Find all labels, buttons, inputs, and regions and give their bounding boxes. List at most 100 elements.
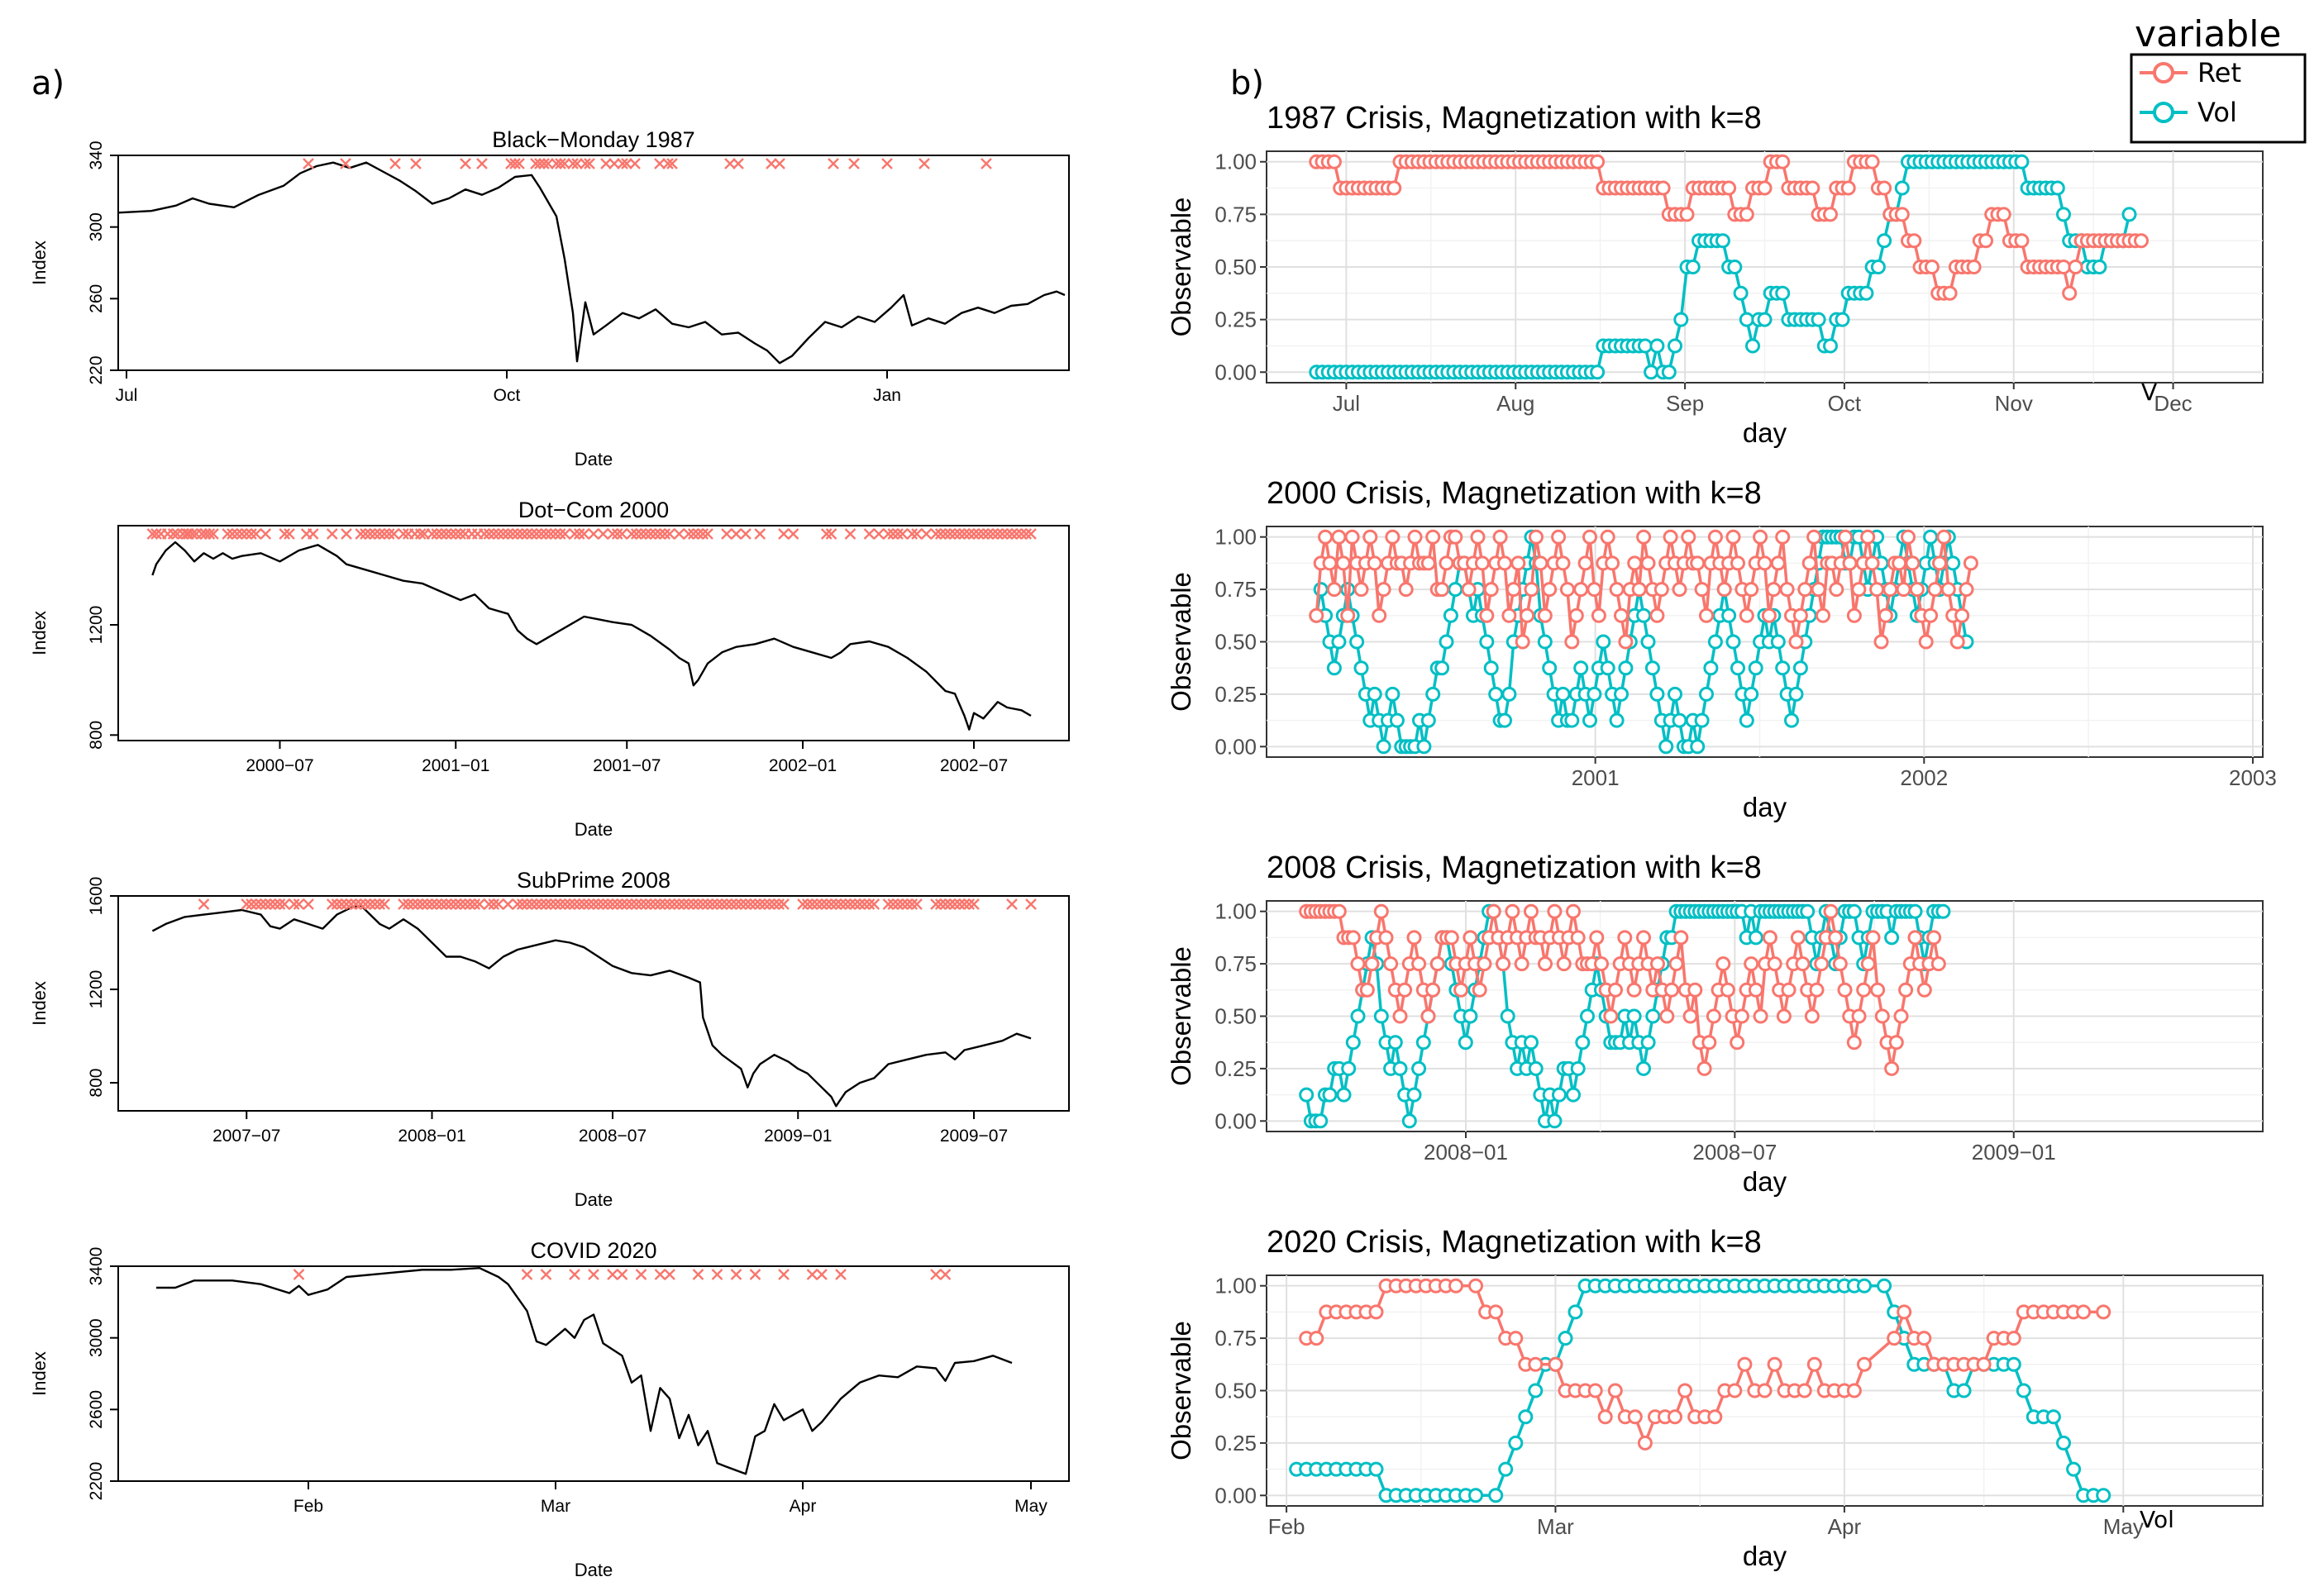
crossing-marker xyxy=(844,528,857,540)
vol-point xyxy=(1685,260,1701,274)
vol-point xyxy=(1668,686,1682,702)
crossing-marker xyxy=(839,898,852,910)
ret-point xyxy=(1472,982,1487,998)
vol-point xyxy=(1945,555,1961,571)
ret-point xyxy=(1781,982,1797,998)
crossing-marker xyxy=(421,898,433,910)
vol-point xyxy=(1935,903,1951,919)
vol-point xyxy=(1846,903,1862,919)
ret-point xyxy=(1605,555,1620,571)
vol-point xyxy=(1488,1488,1504,1503)
crossing-marker xyxy=(683,898,694,910)
crossing-marker xyxy=(350,898,362,910)
crossing-marker xyxy=(953,528,966,540)
y-tick-label: 0.25 xyxy=(1214,682,1257,707)
crossing-marker xyxy=(963,898,976,910)
ret-point xyxy=(1809,982,1825,998)
crossing-marker xyxy=(303,158,314,169)
x-tick-label: Oct xyxy=(494,386,521,405)
crossing-marker xyxy=(778,898,790,910)
crossing-marker xyxy=(535,528,547,540)
ret-point xyxy=(1597,1409,1613,1425)
crossing-marker xyxy=(735,898,747,910)
ret-point xyxy=(1907,930,1923,946)
vol-point xyxy=(1425,686,1441,702)
crossing-marker xyxy=(617,158,628,169)
crossing-marker xyxy=(811,898,823,910)
vol-point xyxy=(1353,660,1369,676)
crossing-marker xyxy=(645,898,656,910)
crossing-marker xyxy=(198,898,210,910)
vol-point xyxy=(1497,712,1512,728)
crossing-marker xyxy=(958,898,971,910)
crossing-marker xyxy=(939,898,952,910)
crossing-marker xyxy=(241,528,253,540)
ret-point xyxy=(1609,582,1625,598)
vol-point xyxy=(2049,180,2065,196)
x-tick-label: Apr xyxy=(1828,1514,1862,1539)
ret-point xyxy=(1770,555,1786,571)
vol-point xyxy=(1870,260,1886,274)
crossing-marker xyxy=(854,898,866,910)
vol-point xyxy=(1322,1087,1338,1103)
x-tick-label: Mar xyxy=(541,1497,570,1516)
x-tick-label: 2001−01 xyxy=(422,756,489,775)
ret-point xyxy=(1976,1356,1992,1372)
crossing-marker xyxy=(345,898,357,910)
crossing-marker xyxy=(440,528,452,540)
ret-point xyxy=(1528,1356,1544,1372)
crossing-marker xyxy=(645,528,656,540)
y-tick-label: 1.00 xyxy=(1214,150,1257,174)
vol-point xyxy=(1745,338,1760,354)
ret-point xyxy=(1650,956,1665,972)
crossing-marker xyxy=(626,898,637,910)
crossing-marker xyxy=(293,898,305,910)
ret-point xyxy=(1537,607,1553,623)
crossing-marker xyxy=(944,528,957,540)
ret-point xyxy=(1954,607,1970,623)
crossing-marker xyxy=(873,528,885,540)
panel-title: 2000 Crisis, Magnetization with k=8 xyxy=(1267,476,1762,511)
crossing-marker xyxy=(697,898,709,910)
crossing-marker xyxy=(664,898,675,910)
vol-point xyxy=(2014,154,2030,169)
vol-point xyxy=(2045,1409,2061,1425)
x-tick-label: 2002−07 xyxy=(940,756,1008,775)
ret-point xyxy=(1542,582,1558,598)
panel-title: 2020 Crisis, Magnetization with k=8 xyxy=(1267,1225,1762,1260)
y-tick-label: 1200 xyxy=(87,970,106,1009)
ret-point xyxy=(1350,956,1366,972)
ret-point xyxy=(1851,1008,1867,1024)
ret-point xyxy=(1582,529,1597,545)
crossing-marker xyxy=(640,898,652,910)
vol-point xyxy=(1770,634,1786,650)
ret-point xyxy=(2062,285,2078,301)
ret-point xyxy=(1607,1383,1623,1398)
y-axis-label: Observable xyxy=(1166,1321,1196,1460)
index-series-line xyxy=(156,1266,1013,1475)
crossing-marker xyxy=(820,898,833,910)
ret-point xyxy=(1603,1008,1619,1024)
x-tick-label: Jan xyxy=(873,386,901,405)
ret-point xyxy=(1497,555,1512,571)
crossing-marker xyxy=(920,528,933,540)
y-tick-label: 0.75 xyxy=(1214,951,1257,976)
crossing-marker xyxy=(716,898,728,910)
ret-point xyxy=(1486,903,1501,919)
ret-point xyxy=(1806,1356,1822,1372)
crossing-marker xyxy=(364,898,376,910)
vol-point xyxy=(1518,1409,1534,1425)
y-tick-label: 0.50 xyxy=(1214,1004,1257,1029)
crossing-marker xyxy=(569,1269,580,1280)
crossing-marker xyxy=(630,898,642,910)
crossing-marker xyxy=(584,158,595,169)
ret-point xyxy=(1368,1304,1384,1320)
vol-point xyxy=(1582,712,1597,728)
ret-point xyxy=(1668,1409,1682,1425)
vol-point xyxy=(1823,338,1838,354)
vol-point xyxy=(1392,1060,1408,1076)
vol-point xyxy=(1600,660,1615,676)
crossing-marker xyxy=(806,1269,818,1280)
ret-point xyxy=(1942,285,1958,301)
ret-point xyxy=(1477,956,1492,972)
